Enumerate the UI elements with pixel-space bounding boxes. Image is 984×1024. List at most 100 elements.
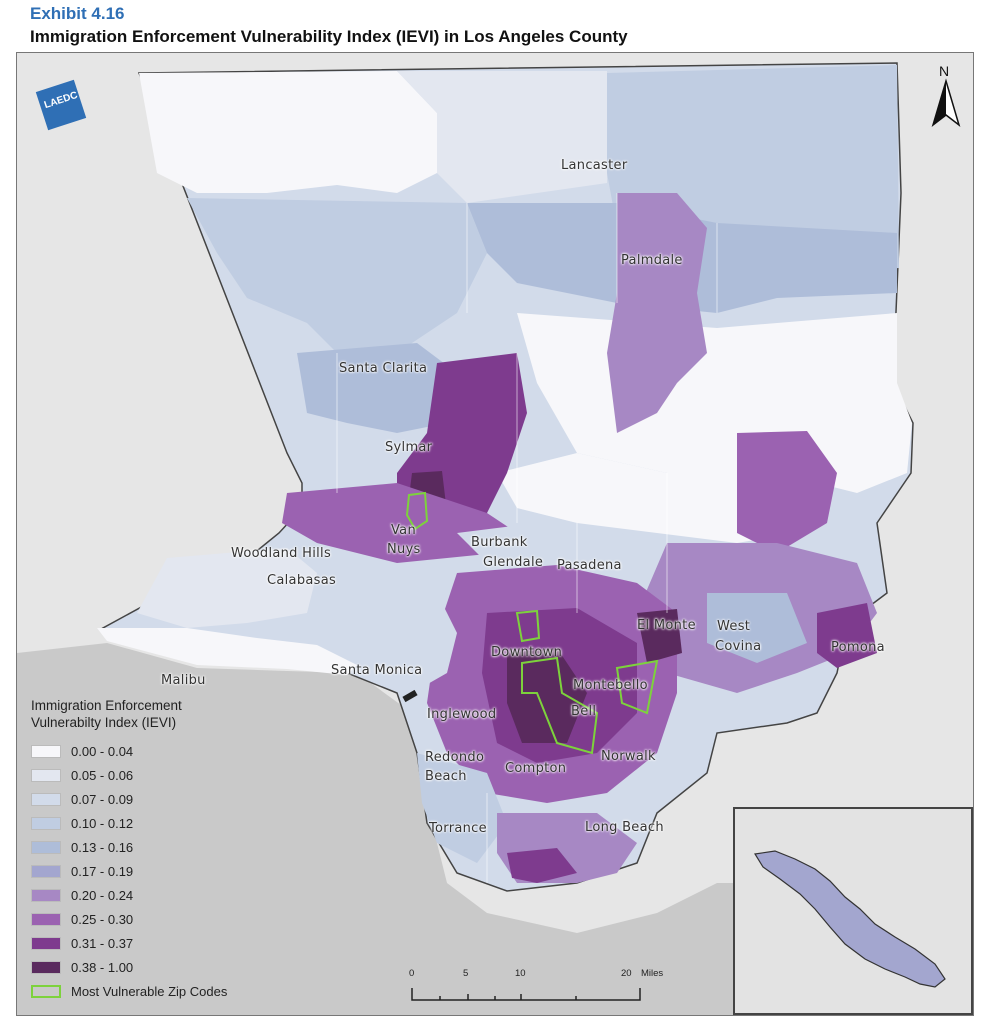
place-covina: Covina [715,639,762,654]
catalina-island [754,850,946,988]
place-bell: Bell [571,704,597,719]
legend-row: 0.05 - 0.06 [31,763,231,787]
legend-row: 0.07 - 0.09 [31,787,231,811]
legend-swatch [31,888,61,902]
legend-swatch [31,960,61,974]
place-montebello: Montebello [573,678,648,693]
legend-swatch [31,840,61,854]
place-santa-monica: Santa Monica [331,663,423,678]
zone-south-bay [417,753,507,863]
place-palmdale: Palmdale [621,253,683,268]
zone-north-center [397,71,607,203]
legend-row: 0.17 - 0.19 [31,859,231,883]
place-lancaster: Lancaster [561,158,628,173]
scale-tick-10: 10 [515,968,526,979]
scale-bar: 0 5 10 20 Miles [407,968,663,1008]
legend-swatch [31,912,61,926]
pier-marker [402,689,418,703]
place-inglewood: Inglewood [427,707,497,722]
north-arrow-icon [931,78,961,128]
legend-swatch [31,768,61,782]
scale-tick-5: 5 [463,968,469,979]
vulnerable-zip-central [521,656,599,755]
place-burbank: Burbank [471,535,528,550]
legend-label: 0.38 - 1.00 [71,959,134,975]
place-norwalk: Norwalk [601,749,656,764]
legend-label: 0.13 - 0.16 [71,839,134,855]
legend-row: 0.13 - 0.16 [31,835,231,859]
legend-label: 0.31 - 0.37 [71,935,134,951]
ocean [17,643,733,1015]
place-long-beach: Long Beach [585,820,664,835]
zone-westside [347,593,457,693]
place-sylmar: Sylmar [385,440,433,455]
place-malibu: Malibu [161,673,206,688]
place-van: Van [391,523,416,538]
zone-port [507,848,577,883]
place-compton: Compton [505,761,567,776]
legend-label: 0.05 - 0.06 [71,767,134,783]
legend: Immigration Enforcement Vulnerabilty Ind… [31,697,231,1003]
exhibit-number: Exhibit 4.16 [30,4,125,23]
legend-label: 0.00 - 0.04 [71,743,134,759]
legend-row: 0.00 - 0.04 [31,739,231,763]
legend-row: 0.10 - 0.12 [31,811,231,835]
place-woodland-hills: Woodland Hills [231,546,332,561]
legend-row: 0.38 - 1.00 [31,955,231,979]
legend-row-vulnerable: Most Vulnerable Zip Codes [31,979,231,1003]
place-downtown: Downtown [491,645,563,660]
county-map [17,62,914,1015]
vulnerable-zip-downtown [515,609,541,643]
place-pomona: Pomona [831,640,885,655]
zone-glendale [457,523,677,583]
scale-tick-0: 0 [409,968,415,979]
place-torrance: Torrance [429,821,487,836]
legend-title: Immigration Enforcement Vulnerabilty Ind… [31,697,231,731]
zone-east-purple [737,431,837,553]
legend-title-line2: Vulnerabilty Index (IEVI) [31,715,177,730]
place-glendale: Glendale [483,555,544,570]
legend-label: 0.17 - 0.19 [71,863,134,879]
north-letter: N [939,63,950,79]
legend-label: 0.07 - 0.09 [71,791,134,807]
zone-el-monte [637,609,682,663]
legend-row: 0.31 - 0.37 [31,931,231,955]
map-frame: LAEDC N Lancaster Palmdale Santa Clarita… [16,52,974,1016]
place-el-monte: El Monte [637,618,696,633]
legend-label-vulnerable: Most Vulnerable Zip Codes [71,983,228,999]
zone-west-covina [707,593,807,663]
place-nuys: Nuys [387,542,421,557]
legend-swatch [31,816,61,830]
place-beach: Beach [425,769,467,784]
legend-label: 0.10 - 0.12 [71,815,134,831]
place-calabasas: Calabasas [267,573,337,588]
legend-swatch [31,936,61,950]
place-pasadena: Pasadena [557,558,622,573]
vulnerable-zip-montebello [615,659,659,715]
zone-north-white [139,71,437,193]
zone-west [187,198,487,353]
legend-label: 0.20 - 0.24 [71,887,134,903]
place-redondo: Redondo [425,750,485,765]
zone-sfv [282,483,517,563]
zone-pomona [817,603,877,668]
scale-unit: Miles [641,968,664,979]
place-santa-clarita: Santa Clarita [339,361,428,376]
legend-row: 0.20 - 0.24 [31,883,231,907]
scale-bar-graphic [411,988,641,1001]
legend-swatch [31,744,61,758]
scale-tick-20: 20 [621,968,632,979]
map-title: Immigration Enforcement Vulnerability In… [30,27,628,46]
zone-malibu [97,628,357,675]
legend-swatch [31,792,61,806]
vulnerable-zip-van-nuys [405,491,429,531]
boundary-lines [336,193,718,883]
legend-row: 0.25 - 0.30 [31,907,231,931]
zone-palmdale [607,193,707,433]
laedc-logo [35,79,87,131]
legend-title-line1: Immigration Enforcement [31,698,182,713]
zone-woodland [137,548,317,628]
legend-swatch-vulnerable [31,984,61,998]
place-west: West [717,619,751,634]
legend-rows: 0.00 - 0.04 0.05 - 0.06 0.07 - 0.09 0.10 - … [31,739,231,979]
